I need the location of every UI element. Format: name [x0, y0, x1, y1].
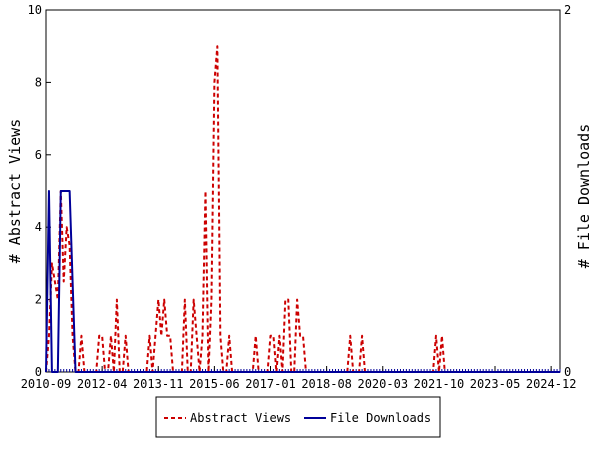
y-right-tick-label: 0	[564, 365, 571, 379]
y-left-tick-label: 0	[35, 365, 42, 379]
x-tick-label: 2012-04	[77, 377, 128, 391]
x-tick-label: 2018-08	[301, 377, 352, 391]
plot-area	[45, 9, 561, 373]
legend-label-file-downloads: File Downloads	[330, 411, 431, 425]
x-tick-label: 2017-01	[245, 377, 296, 391]
y-left-tick-label: 10	[28, 3, 42, 17]
x-tick-label: 2010-09	[21, 377, 72, 391]
legend: Abstract Views File Downloads	[155, 396, 441, 438]
legend-label-abstract-views: Abstract Views	[190, 411, 291, 425]
x-tick-label: 2013-11	[133, 377, 184, 391]
x-tick-label: 2020-03	[357, 377, 408, 391]
series-line-file-downloads	[45, 190, 560, 373]
y-left-tick-label: 2	[35, 293, 42, 307]
y-left-tick-label: 8	[35, 75, 42, 89]
y-left-tick-label: 6	[35, 148, 42, 162]
x-tick-label: 2024-12	[526, 377, 577, 391]
x-axis: 2010-09 2012-04 2013-11 2015-06 2017-01 2018-…	[21, 366, 577, 391]
legend-box	[155, 396, 441, 438]
y-right-axis-label: # File Downloads	[575, 124, 593, 269]
x-tick-label: 2023-05	[470, 377, 521, 391]
x-tick-label: 2015-06	[189, 377, 240, 391]
y-right-tick-label: 2	[564, 3, 571, 17]
y-left-tick-label: 4	[35, 220, 42, 234]
y-left-axis-label: # Abstract Views	[6, 119, 24, 264]
y-left-axis: 0 2 4 6 8 10	[28, 3, 51, 379]
x-tick-label: 2021-10	[414, 377, 465, 391]
series-group	[45, 45, 560, 373]
